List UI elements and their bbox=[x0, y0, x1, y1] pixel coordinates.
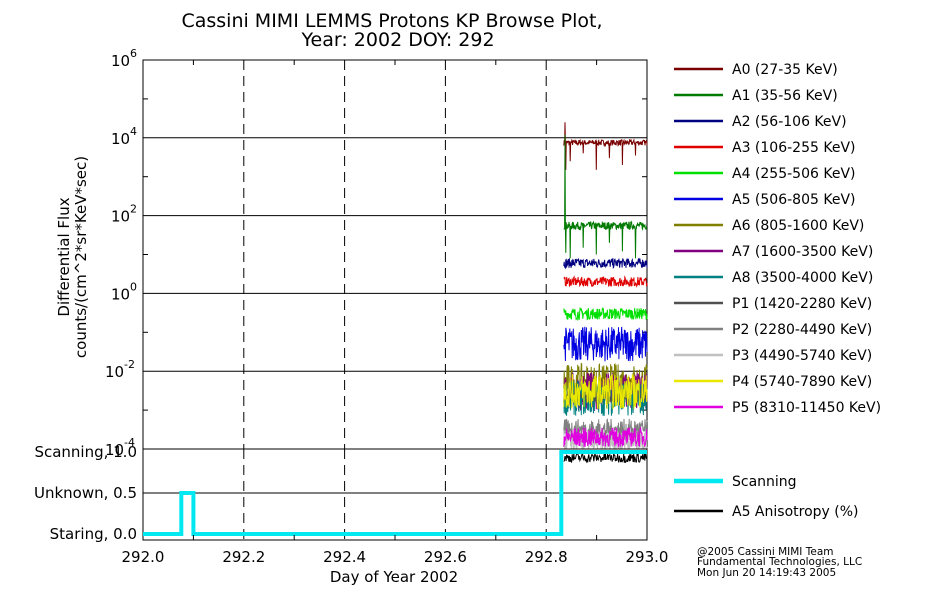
series-line-a1 bbox=[563, 134, 648, 259]
legend-label: A4 (255-506 KeV) bbox=[732, 166, 855, 182]
legend-item: P4 (5740-7890 KeV) bbox=[674, 374, 872, 390]
y-tick-base: 10 bbox=[111, 130, 130, 148]
y-axis-label-line1: Differential Flux bbox=[55, 197, 73, 316]
legend-item: A2 (56-106 KeV) bbox=[674, 114, 847, 130]
legend-label: A8 (3500-4000 KeV) bbox=[732, 270, 873, 286]
flux-y-tick-label: 10 4 bbox=[111, 125, 137, 148]
legend-item: A4 (255-506 KeV) bbox=[674, 166, 855, 182]
y-tick-exponent: 2 bbox=[130, 203, 137, 216]
y-tick-base: 10 bbox=[111, 52, 130, 70]
legend-item: A0 (27-35 KeV) bbox=[674, 62, 838, 78]
series-line-p4 bbox=[563, 373, 648, 410]
y-tick-exponent: -2 bbox=[124, 358, 135, 371]
legend-item: A8 (3500-4000 KeV) bbox=[674, 270, 873, 286]
legend-item: P2 (2280-4490 KeV) bbox=[674, 322, 872, 338]
series-line-a0 bbox=[563, 122, 648, 170]
scanning-line bbox=[143, 450, 647, 536]
legend-label: P2 (2280-4490 KeV) bbox=[732, 322, 872, 338]
y-tick-base: 10 bbox=[111, 208, 130, 226]
footer: @2005 Cassini MIMI Team Fundamental Tech… bbox=[697, 546, 862, 579]
legend-label: A3 (106-255 KeV) bbox=[732, 140, 855, 156]
y-tick-base: 10 bbox=[105, 441, 124, 459]
series-line-a5 bbox=[563, 326, 648, 362]
scan-y-tick-label: Staring, 0.0 bbox=[50, 525, 137, 543]
legend-item: Scanning bbox=[674, 474, 797, 490]
x-ticks: 292.0 292.2 292.4 292.6 292.8 293.0 bbox=[122, 60, 669, 566]
legend-label: A1 (35-56 KeV) bbox=[732, 88, 838, 104]
x-tick-label: 292.2 bbox=[222, 548, 265, 566]
legend-item: P1 (1420-2280 KeV) bbox=[674, 296, 872, 312]
legend-item: A5 (506-805 KeV) bbox=[674, 192, 855, 208]
series-line-p5 bbox=[563, 426, 648, 449]
x-tick-label: 292.6 bbox=[424, 548, 467, 566]
scan-y-ticks: Scanning, 1.0 Unknown, 0.5 Staring, 0.0 bbox=[34, 443, 137, 543]
flux-y-tick-label: 10 -2 bbox=[105, 358, 135, 381]
flux-y-tick-label: 10 6 bbox=[111, 47, 137, 70]
flux-series bbox=[563, 122, 648, 450]
chart-subtitle: Year: 2002 DOY: 292 bbox=[300, 29, 494, 51]
series-line-a4 bbox=[563, 306, 648, 322]
y-tick-exponent: -4 bbox=[124, 436, 135, 449]
legend-label: P5 (8310-11450 KeV) bbox=[732, 400, 881, 416]
legend-item: A3 (106-255 KeV) bbox=[674, 140, 855, 156]
legend-label: P3 (4490-5740 KeV) bbox=[732, 348, 872, 364]
legend-item: A5 Anisotropy (%) bbox=[674, 504, 859, 520]
legend-label: P1 (1420-2280 KeV) bbox=[732, 296, 872, 312]
legend-item: P5 (8310-11450 KeV) bbox=[674, 400, 881, 416]
x-axis-label: Day of Year 2002 bbox=[330, 568, 458, 586]
anisotropy-line bbox=[563, 452, 648, 464]
footer-line2: Fundamental Technologies, LLC bbox=[697, 556, 862, 568]
legend-scan-panel: Scanning A5 Anisotropy (%) bbox=[674, 474, 859, 520]
legend-item: A6 (805-1600 KeV) bbox=[674, 218, 864, 234]
flux-y-tick-label: 10 -4 bbox=[105, 436, 135, 459]
chart-title: Cassini MIMI LEMMS Protons KP Browse Plo… bbox=[181, 10, 602, 32]
scan-y-tick-label: Unknown, 0.5 bbox=[34, 484, 137, 502]
legend-label: A7 (1600-3500 KeV) bbox=[732, 244, 873, 260]
y-tick-exponent: 0 bbox=[130, 280, 137, 293]
scan-series bbox=[143, 450, 648, 536]
legend-label: A6 (805-1600 KeV) bbox=[732, 218, 864, 234]
x-tick-label: 292.0 bbox=[122, 548, 165, 566]
footer-line1: @2005 Cassini MIMI Team bbox=[697, 546, 834, 558]
y-axis-label-line2: counts/(cm^2*sr*KeV*sec) bbox=[72, 156, 90, 358]
series-line-a2 bbox=[563, 257, 648, 270]
y-tick-exponent: 4 bbox=[130, 125, 137, 138]
flux-y-tick-label: 10 2 bbox=[111, 203, 137, 226]
legend-item: P3 (4490-5740 KeV) bbox=[674, 348, 872, 364]
x-tick-label: 292.8 bbox=[525, 548, 568, 566]
legend-item: A1 (35-56 KeV) bbox=[674, 88, 838, 104]
y-tick-base: 10 bbox=[105, 363, 124, 381]
legend-item: A7 (1600-3500 KeV) bbox=[674, 244, 873, 260]
y-axis-label: Differential Flux counts/(cm^2*sr*KeV*se… bbox=[55, 156, 90, 358]
legend-label: A5 Anisotropy (%) bbox=[732, 504, 859, 520]
scan-y-tick-label: Scanning, 1.0 bbox=[34, 443, 137, 461]
flux-y-tick-label: 10 0 bbox=[111, 280, 137, 303]
y-tick-exponent: 6 bbox=[130, 47, 137, 60]
legend: A0 (27-35 KeV) A1 (35-56 KeV) A2 (56-106 K… bbox=[674, 62, 881, 416]
legend-label: A5 (506-805 KeV) bbox=[732, 192, 855, 208]
series-line-a3 bbox=[563, 275, 648, 288]
x-tick-label: 293.0 bbox=[626, 548, 669, 566]
legend-label: P4 (5740-7890 KeV) bbox=[732, 374, 872, 390]
x-tick-label: 292.4 bbox=[323, 548, 366, 566]
legend-label: A0 (27-35 KeV) bbox=[732, 62, 838, 78]
legend-label: A2 (56-106 KeV) bbox=[732, 114, 847, 130]
footer-line3: Mon Jun 20 14:19:43 2005 bbox=[697, 567, 836, 579]
y-tick-base: 10 bbox=[111, 285, 130, 303]
legend-label: Scanning bbox=[732, 474, 797, 490]
series-line-p2 bbox=[563, 418, 648, 443]
